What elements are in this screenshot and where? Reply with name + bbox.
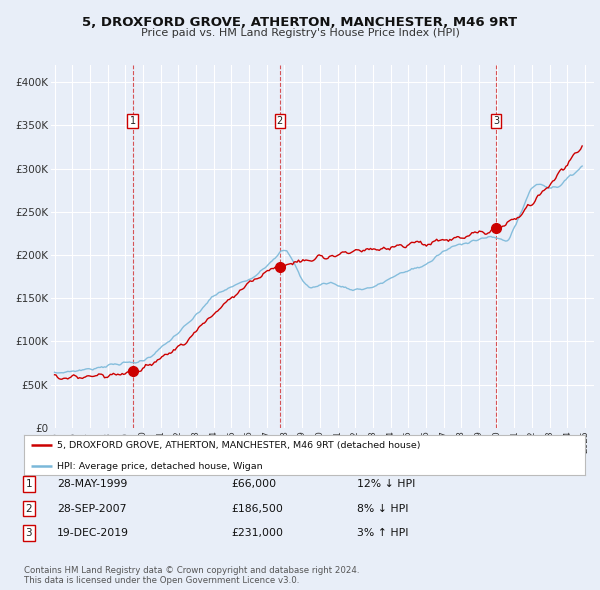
Text: 19-DEC-2019: 19-DEC-2019 (57, 529, 129, 538)
Text: £186,500: £186,500 (231, 504, 283, 513)
Text: Contains HM Land Registry data © Crown copyright and database right 2024.
This d: Contains HM Land Registry data © Crown c… (24, 566, 359, 585)
Text: 1: 1 (25, 479, 32, 489)
Text: 5, DROXFORD GROVE, ATHERTON, MANCHESTER, M46 9RT: 5, DROXFORD GROVE, ATHERTON, MANCHESTER,… (82, 16, 518, 29)
Text: 3: 3 (493, 116, 499, 126)
Text: 1: 1 (130, 116, 136, 126)
Text: 28-SEP-2007: 28-SEP-2007 (57, 504, 127, 513)
Text: HPI: Average price, detached house, Wigan: HPI: Average price, detached house, Wiga… (56, 461, 262, 471)
Text: 3% ↑ HPI: 3% ↑ HPI (357, 529, 409, 538)
Text: £231,000: £231,000 (231, 529, 283, 538)
Text: 5, DROXFORD GROVE, ATHERTON, MANCHESTER, M46 9RT (detached house): 5, DROXFORD GROVE, ATHERTON, MANCHESTER,… (56, 441, 420, 450)
Text: 28-MAY-1999: 28-MAY-1999 (57, 479, 127, 489)
Text: 3: 3 (25, 529, 32, 538)
Text: 12% ↓ HPI: 12% ↓ HPI (357, 479, 415, 489)
Text: £66,000: £66,000 (231, 479, 276, 489)
Text: 2: 2 (277, 116, 283, 126)
Text: 8% ↓ HPI: 8% ↓ HPI (357, 504, 409, 513)
Text: Price paid vs. HM Land Registry's House Price Index (HPI): Price paid vs. HM Land Registry's House … (140, 28, 460, 38)
Text: 2: 2 (25, 504, 32, 513)
